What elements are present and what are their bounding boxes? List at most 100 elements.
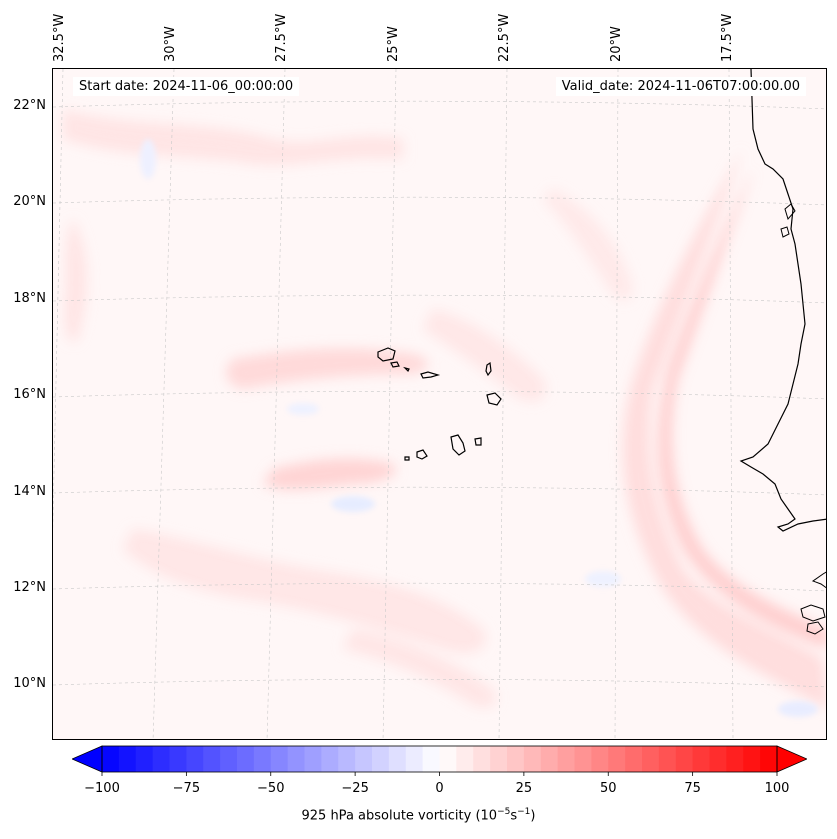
vorticity-map	[53, 69, 826, 739]
vorticity-streak-8	[64, 219, 87, 342]
colorbar-segment	[253, 746, 272, 772]
colorbar-segment	[591, 746, 609, 772]
colorbar-segment	[760, 746, 778, 772]
colorbar-segment	[574, 746, 592, 772]
colorbar-title-suffix: )	[530, 808, 536, 824]
colorbar-tick-label: −25	[341, 781, 369, 796]
longitude-label: 27.5°W	[274, 13, 289, 62]
latitude-label: 12°N	[13, 580, 46, 595]
colorbar-segment	[355, 746, 373, 772]
latitude-label: 10°N	[13, 676, 46, 691]
gridlines	[53, 69, 826, 739]
island-brava	[404, 456, 410, 461]
colorbar-segment	[490, 746, 508, 772]
guinea-coast	[811, 571, 826, 589]
vorticity-streak-7	[343, 629, 496, 708]
colorbar-segment	[220, 746, 238, 772]
colorbar-segment	[237, 746, 255, 772]
colorbar-tick-label: 25	[515, 781, 533, 796]
colorbar-tick-label: 100	[764, 781, 790, 796]
vorticity-streak-1	[63, 109, 403, 166]
colorbar-segment	[388, 746, 407, 772]
island-santo-antao	[377, 347, 396, 362]
longitude-label: 25°W	[386, 26, 401, 62]
vorticity-band-coastal	[623, 149, 826, 708]
colorbar-title-exp1: −5	[497, 807, 511, 817]
longitude-label: 17.5°W	[720, 13, 735, 62]
colorbar-segment	[270, 746, 289, 772]
island-maio	[474, 437, 482, 446]
latitude-label: 16°N	[13, 387, 46, 402]
colorbar-title-prefix: 925 hPa absolute vorticity (10	[301, 808, 498, 824]
cape-verde-islands	[377, 347, 502, 461]
negative-patch-3	[778, 701, 818, 717]
valid-date-label: Valid_date: 2024-11-06T07:00:00.00	[555, 77, 806, 96]
vorticity-field	[63, 109, 826, 708]
vorticity-streak-3	[263, 458, 396, 490]
colorbar-segment	[675, 746, 694, 772]
colorbar-segment	[203, 746, 221, 772]
start-date-label: Start date: 2024-11-06_00:00:00	[73, 77, 300, 96]
colorbar-segment	[642, 746, 660, 772]
negative-patch-1	[331, 496, 375, 512]
bissau-archipelago	[800, 604, 826, 635]
latitude-label: 20°N	[13, 194, 46, 209]
latitude-label: 22°N	[13, 98, 46, 113]
colorbar-segment	[726, 746, 744, 772]
colorbar-title-mid: s	[510, 808, 518, 824]
colorbar-segment	[625, 746, 643, 772]
colorbar-segment	[118, 746, 137, 772]
island-sao-nicolau	[420, 371, 441, 379]
island-fogo	[416, 449, 428, 460]
island-santa-luzia	[403, 366, 410, 373]
colorbar-tick-label: −75	[172, 781, 201, 796]
colorbar-tick-label: 75	[684, 781, 701, 796]
vorticity-streak-2	[226, 348, 428, 389]
negative-patch-2	[140, 139, 156, 179]
colorbar-segment	[540, 746, 559, 772]
colorbar-tick-label: −50	[257, 781, 285, 796]
colorbar-segment	[405, 746, 424, 772]
colorbar-segment	[557, 746, 576, 772]
colorbar	[72, 744, 807, 778]
colorbar-segment	[152, 746, 171, 772]
latitude-label: 18°N	[13, 291, 46, 306]
colorbar-title-exp2: −1	[517, 807, 531, 817]
colorbar-segment	[102, 746, 120, 772]
colorbar-segment	[473, 746, 491, 772]
colorbar-segment	[186, 746, 204, 772]
colorbar-segment	[456, 746, 474, 772]
longitude-label: 32.5°W	[52, 13, 67, 62]
island-sao-vicente	[390, 361, 400, 368]
colorbar-tick-label: 50	[599, 781, 617, 796]
colorbar-tick-label: 0	[435, 781, 444, 796]
vorticity-streak-4	[123, 529, 486, 653]
colorbar-segment	[709, 746, 727, 772]
colorbar-segment	[135, 746, 154, 772]
colorbar-segment	[338, 746, 356, 772]
island-boa-vista	[486, 392, 502, 406]
colorbar-segment	[287, 746, 306, 772]
longitude-label: 22.5°W	[497, 13, 512, 62]
island-santiago	[450, 434, 466, 456]
negative-patch-4	[585, 571, 621, 587]
colorbar-gradient	[72, 745, 807, 776]
negative-patch-5	[287, 403, 319, 415]
vorticity-streak-6	[543, 189, 633, 300]
colorbar-segment	[304, 746, 322, 772]
latitude-label: 14°N	[13, 484, 46, 499]
vorticity-negative-patches	[140, 139, 818, 717]
colorbar-segment	[743, 746, 761, 772]
colorbar-segment	[608, 746, 626, 772]
colorbar-extend-low	[72, 745, 103, 773]
colorbar-segment	[507, 746, 525, 772]
africa-coastline	[739, 69, 826, 532]
colorbar-extend-high	[776, 745, 807, 773]
longitude-label: 30°W	[163, 26, 178, 62]
island-sal	[485, 361, 492, 377]
colorbar-segment	[523, 746, 542, 772]
map-panel: Start date: 2024-11-06_00:00:00 Valid_da…	[52, 68, 827, 740]
colorbar-segment	[658, 746, 677, 772]
colorbar-segment	[372, 746, 390, 772]
colorbar-segment	[321, 746, 339, 772]
